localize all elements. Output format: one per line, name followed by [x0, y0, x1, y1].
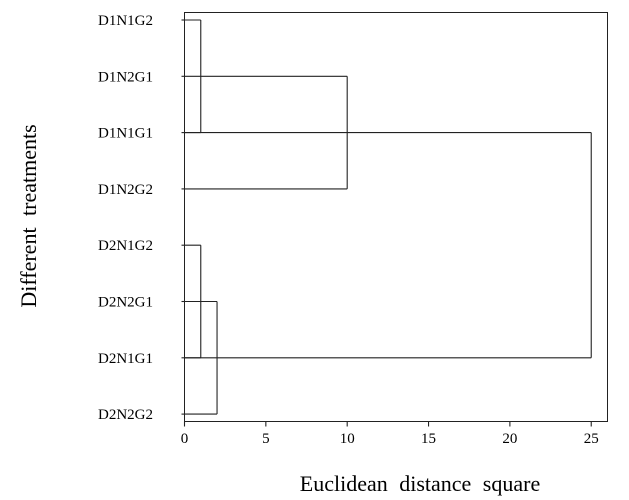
leaf-label-d2n1g1: D2N1G1: [98, 351, 153, 367]
x-axis-title: Euclidean distance square: [300, 471, 540, 496]
x-tick-label-20: 20: [502, 431, 517, 447]
x-tick-label-10: 10: [340, 431, 355, 447]
leaf-label-d1n1g1: D1N1G1: [98, 126, 153, 142]
leaf-label-d2n2g2: D2N2G2: [98, 407, 153, 423]
plot-frame: [184, 12, 608, 422]
x-axis-ticks: 0 5 10 15 20 25: [181, 421, 599, 447]
x-tick-label-15: 15: [421, 431, 436, 447]
leaf-label-d1n2g2: D1N2G2: [98, 182, 153, 198]
leaf-label-d2n1g2: D2N1G2: [98, 238, 153, 254]
leaf-label-d2n2g1: D2N2G1: [98, 295, 153, 311]
leaf-labels: D1N1G2 D1N2G1 D1N1G1 D1N2G2 D2N1G2 D2N2G1 D2N1…: [98, 13, 185, 423]
x-tick-label-25: 25: [584, 431, 599, 447]
y-axis-title: Different treatments: [16, 124, 41, 307]
leaf-label-d1n1g2: D1N1G2: [98, 13, 153, 29]
leaf-label-d1n2g1: D1N2G1: [98, 69, 153, 85]
x-tick-label-0: 0: [181, 431, 189, 447]
dendrogram-links: [184, 19, 592, 415]
x-tick-label-5: 5: [262, 431, 270, 447]
